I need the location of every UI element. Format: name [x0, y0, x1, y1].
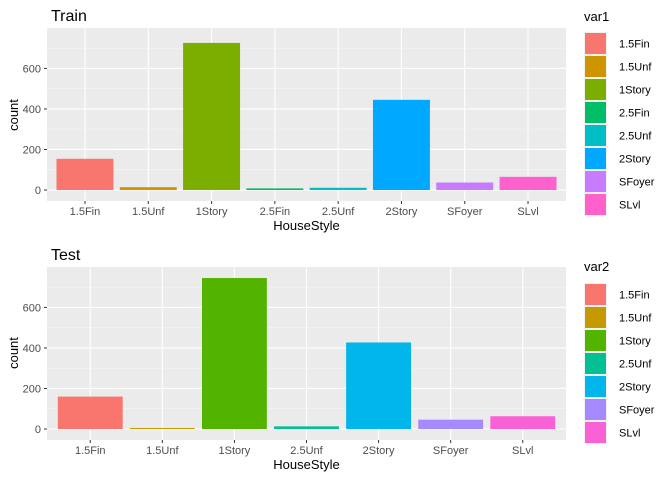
legend-key-1.5unf — [585, 56, 606, 77]
legend-title: var1 — [584, 9, 609, 24]
legend-key-1.5fin — [585, 284, 606, 305]
bar-2.5unf — [309, 187, 367, 190]
y-axis-title: count — [6, 99, 21, 131]
x-axis-title: HouseStyle — [273, 218, 339, 233]
legend-key-1.5unf — [585, 307, 606, 328]
legend-key-2.5fin — [585, 102, 606, 123]
legend-label: 2.5Fin — [619, 108, 650, 120]
legend-key-1story — [585, 79, 606, 100]
y-tick-label: 0 — [35, 424, 41, 436]
legend-label: 1.5Unf — [619, 62, 652, 74]
chart-train: Train 0 200 400 600 1.5Fin 1.5Unf 1Story 2.5Fin 2… — [6, 8, 655, 233]
legend-label: 1Story — [619, 336, 651, 348]
x-tick-label: SLvl — [517, 206, 538, 218]
x-tick-label: 2Story — [363, 445, 395, 457]
plot-panel — [47, 28, 566, 201]
bar-1story — [201, 278, 267, 429]
y-tick-label: 0 — [35, 185, 41, 197]
x-tick-label: 2.5Fin — [260, 206, 291, 218]
y-tick-label: 200 — [23, 383, 41, 395]
bar-sfoyer — [436, 182, 494, 190]
legend-key-2.5unf — [585, 125, 606, 146]
legend-key-1story — [585, 330, 606, 351]
legend-label: 1.5Fin — [619, 39, 650, 51]
legend-label: SLvl — [619, 200, 640, 212]
bar-slvl — [490, 416, 556, 429]
x-tick-label: 1Story — [196, 206, 228, 218]
legend-key-2story — [585, 376, 606, 397]
bar-1.5unf — [129, 427, 195, 429]
x-tick-label: SFoyer — [447, 206, 483, 218]
x-tick-label: 2.5Unf — [322, 206, 355, 218]
y-tick-label: 400 — [23, 104, 41, 116]
bar-sfoyer — [418, 419, 484, 429]
legend-key-1.5fin — [585, 33, 606, 54]
bar-slvl — [499, 176, 557, 190]
legend-label: SFoyer — [619, 405, 655, 417]
x-tick-label: SLvl — [512, 445, 533, 457]
y-tick-label: 600 — [23, 63, 41, 75]
x-tick-label: 2.5Unf — [290, 445, 323, 457]
y-tick-label: 600 — [23, 302, 41, 314]
legend-label: 2.5Unf — [619, 359, 652, 371]
chart-title: Train — [51, 8, 87, 25]
legend-title: var2 — [584, 259, 609, 274]
legend-key-slvl — [585, 194, 606, 215]
x-tick-label: 2Story — [386, 206, 418, 218]
x-tick-label: 1.5Unf — [146, 445, 179, 457]
chart-test: Test 0 200 400 600 1.5Fin 1.5Unf 1Story 2.5Unf 2S… — [6, 247, 655, 472]
bar-2story — [372, 99, 430, 190]
x-tick-label: 1.5Fin — [70, 206, 101, 218]
legend: var2 1.5Fin 1.5Unf 1Story 2.5Unf 2Story SFoyer… — [584, 259, 655, 444]
bar-1.5unf — [119, 187, 177, 190]
legend-label: 1Story — [619, 85, 651, 97]
x-tick-label: 1.5Unf — [132, 206, 165, 218]
bar-2.5unf — [274, 426, 339, 429]
x-axis-title: HouseStyle — [273, 457, 339, 472]
bar-1.5fin — [56, 158, 114, 190]
legend-label: 1.5Unf — [619, 313, 652, 325]
legend-key-sfoyer — [585, 399, 606, 420]
bar-2story — [346, 342, 412, 429]
legend-label: 2Story — [619, 154, 651, 166]
chart-title: Test — [51, 247, 81, 264]
x-tick-label: 1Story — [219, 445, 251, 457]
y-tick-label: 400 — [23, 343, 41, 355]
legend-key-2.5unf — [585, 353, 606, 374]
legend-label: SFoyer — [619, 177, 655, 189]
legend: var1 1.5Fin 1.5Unf 1Story 2.5Fin 2.5Unf 2Story… — [584, 9, 655, 216]
y-axis-title: count — [6, 337, 21, 369]
y-tick-label: 200 — [23, 144, 41, 156]
bar-1story — [183, 42, 241, 191]
legend-key-sfoyer — [585, 171, 606, 192]
legend-label: 1.5Fin — [619, 290, 650, 302]
x-tick-label: SFoyer — [433, 445, 469, 457]
bar-1.5fin — [57, 396, 123, 429]
legend-label: 2.5Unf — [619, 131, 652, 143]
legend-key-2story — [585, 148, 606, 169]
legend-label: SLvl — [619, 428, 640, 440]
legend-key-slvl — [585, 422, 606, 443]
bar-2.5fin — [246, 188, 304, 190]
x-tick-label: 1.5Fin — [75, 445, 106, 457]
legend-label: 2Story — [619, 382, 651, 394]
